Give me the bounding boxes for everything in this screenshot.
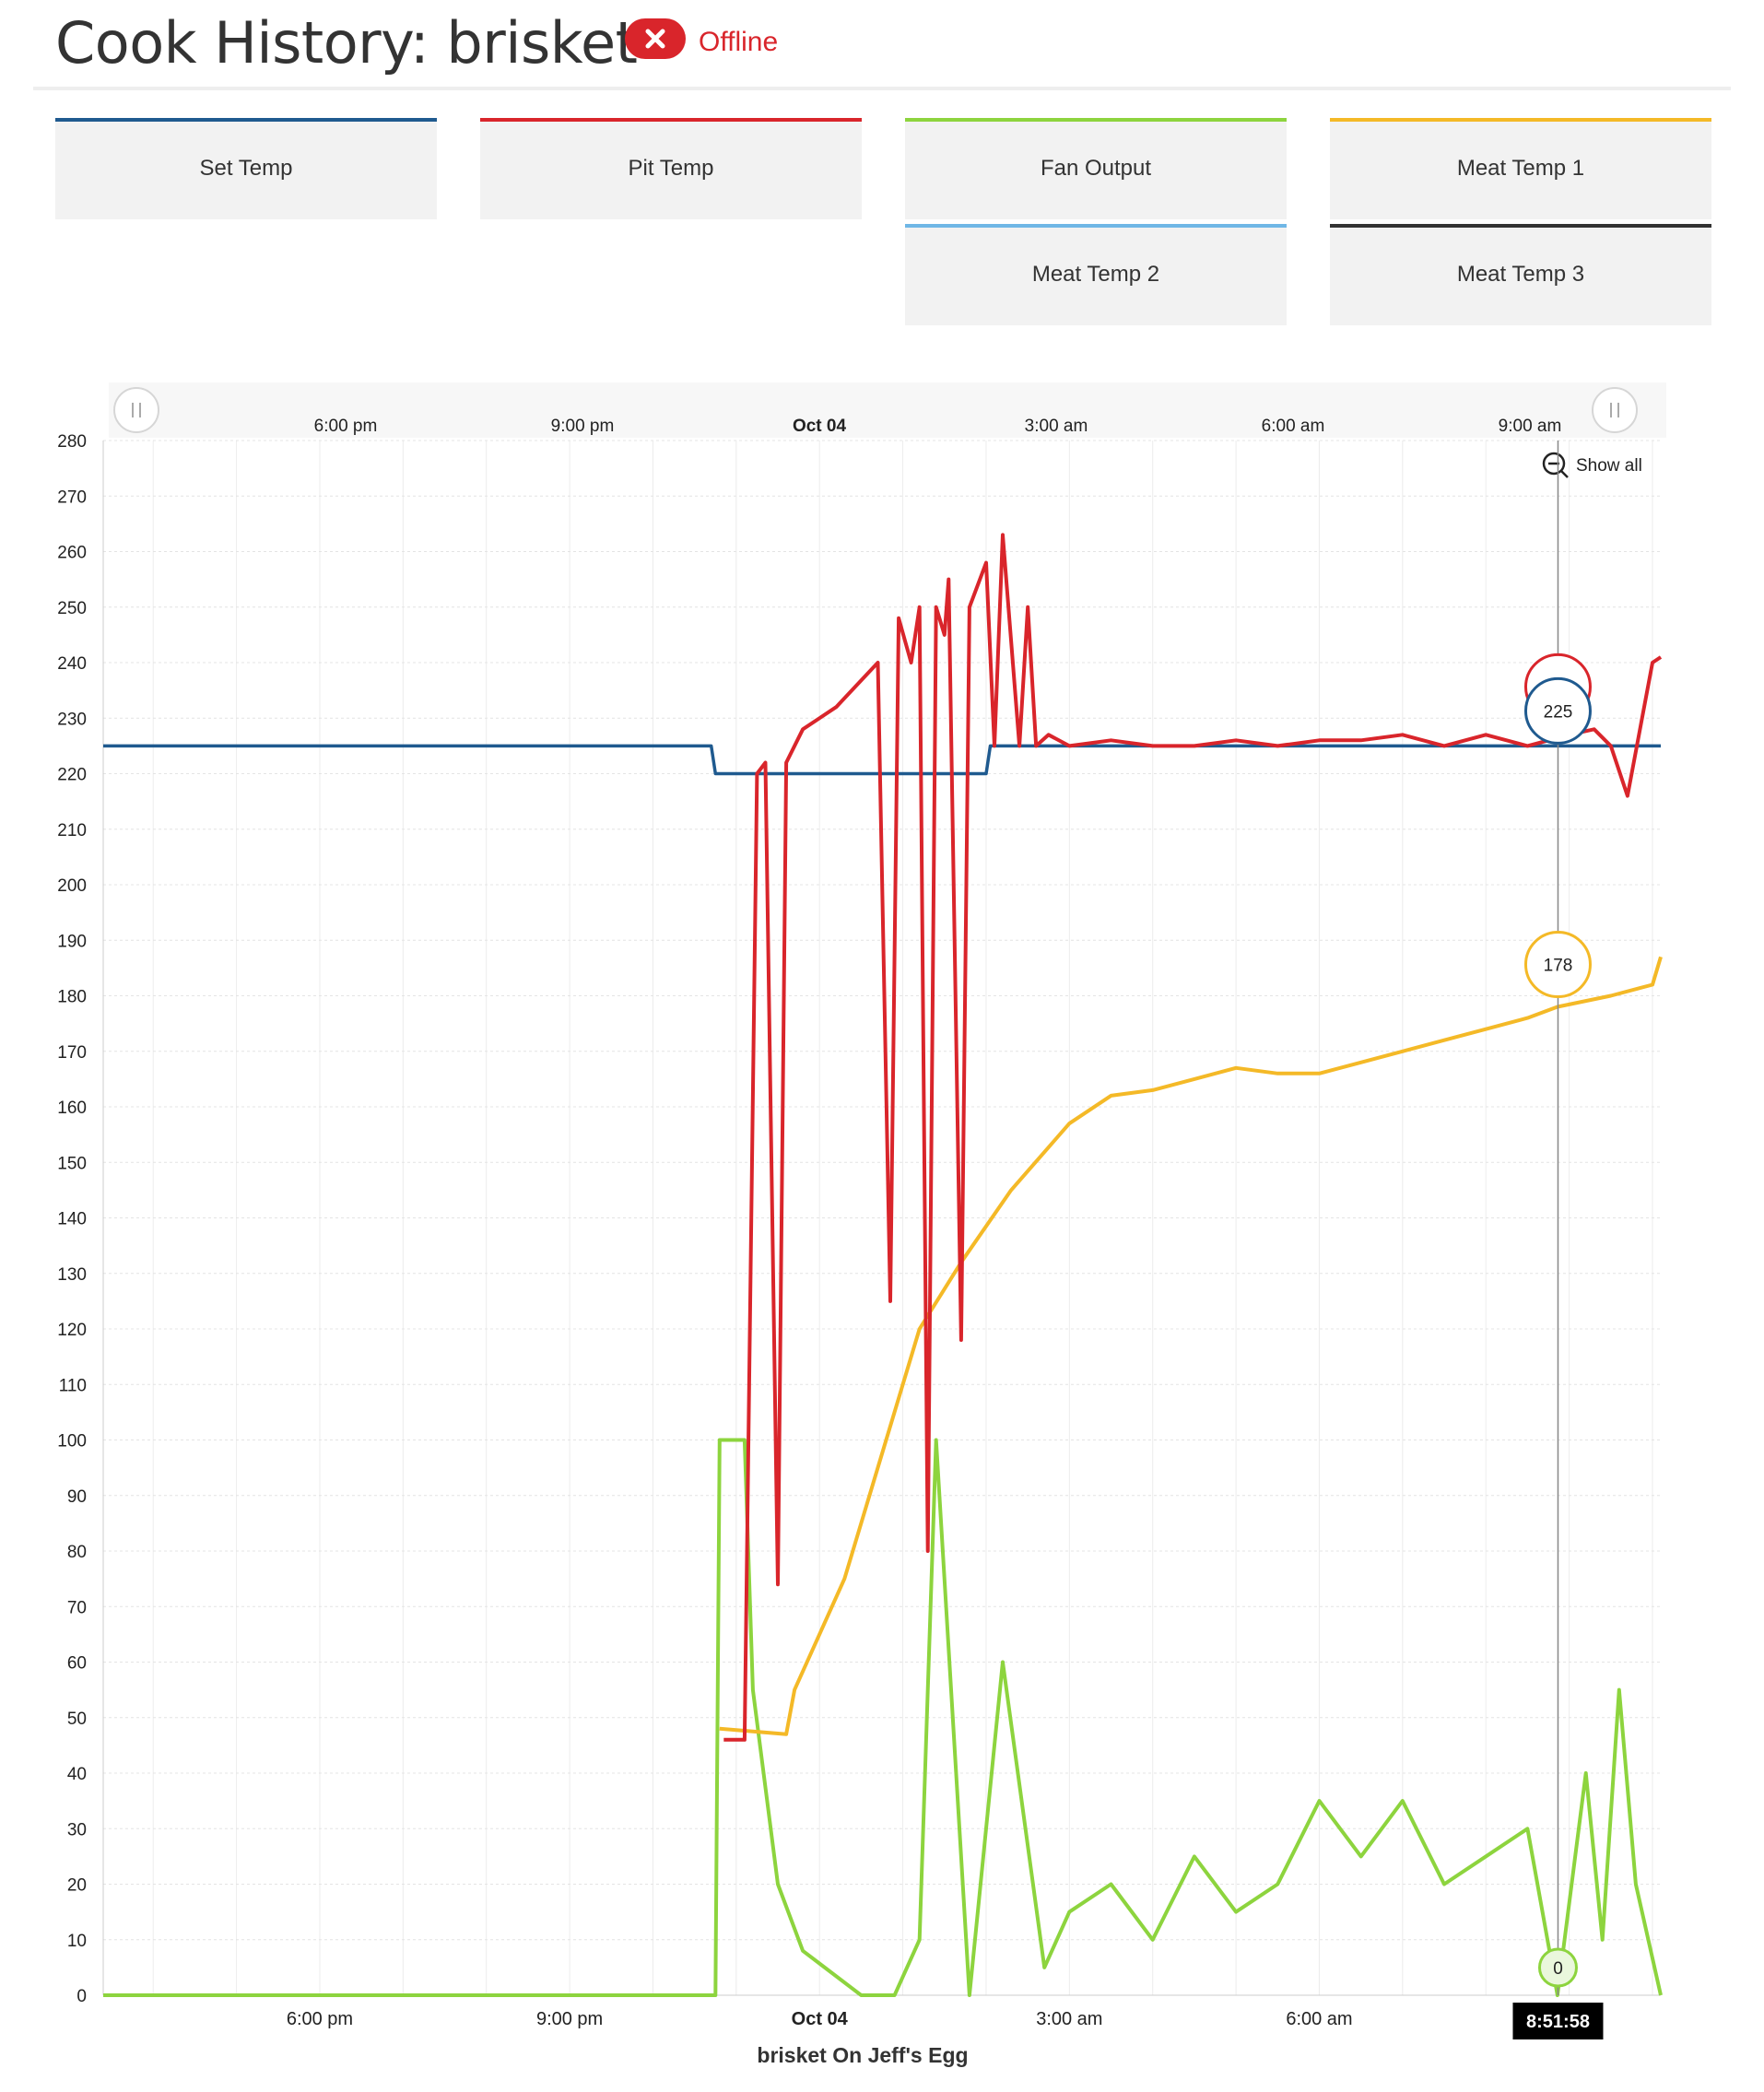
y-axis: 0 10 20 30 40 50 60 70 80 90 100 110 120 130 140 150 160…	[57, 432, 104, 2006]
show-all-label: Show all	[1576, 456, 1642, 476]
navigator-bar[interactable]	[109, 382, 1666, 438]
show-all-button[interactable]: Show all	[1542, 452, 1642, 478]
navigator-right-handle[interactable]	[1592, 387, 1638, 433]
chart-grid	[103, 440, 1661, 1996]
series-toggle-fan-output[interactable]: Fan Output	[905, 118, 1287, 219]
zoom-out-icon	[1542, 452, 1566, 476]
y-tick-label: 80	[67, 1543, 87, 1562]
y-tick-label: 170	[57, 1043, 87, 1063]
cursor-time-label: 8:51:58	[1526, 2012, 1590, 2032]
series-color-bar	[905, 118, 1287, 122]
y-tick-label: 200	[57, 876, 87, 896]
series-toggle-meat-temp-2[interactable]: Meat Temp 2	[905, 224, 1287, 325]
chart-subtitle: brisket On Jeff's Egg	[757, 2043, 968, 2067]
series-toggle-label: Pit Temp	[628, 156, 714, 181]
x-tick-label: 9:00 pm	[536, 2009, 603, 2029]
series-toggle-label: Fan Output	[1040, 156, 1152, 181]
hover-cursor: 22722517808:51:58	[1512, 441, 1604, 2039]
x-tick-label: 6:00 pm	[287, 2009, 353, 2029]
cursor-time-box	[1512, 2003, 1604, 2039]
y-tick-label: 160	[57, 1099, 87, 1118]
series-toggle-meat-temp-1[interactable]: Meat Temp 1	[1330, 118, 1711, 219]
series-toggle-label: Meat Temp 2	[1031, 262, 1160, 287]
y-tick-label: 50	[67, 1710, 87, 1729]
series-color-bar	[55, 118, 437, 122]
y-tick-label: 180	[57, 988, 87, 1007]
y-tick-label: 30	[67, 1820, 87, 1839]
x-tick-label: 3:00 am	[1036, 2009, 1102, 2029]
x-tick-label: Oct 04	[792, 2009, 849, 2029]
set-temp-tooltip-bubble	[1523, 676, 1592, 745]
page-title: Cook History: brisket	[55, 9, 638, 76]
navigator-tick-label: 6:00 am	[1262, 417, 1325, 436]
meat-temp-1-tooltip-value: 178	[1544, 957, 1573, 976]
y-tick-label: 100	[57, 1432, 87, 1451]
series-color-bar	[905, 224, 1287, 228]
series-toggle-pit-temp[interactable]: Pit Temp	[480, 118, 862, 219]
y-tick-label: 20	[67, 1876, 87, 1896]
fan-output-tooltip-value: 0	[1553, 1959, 1563, 1979]
status-indicator: Offline	[625, 18, 778, 59]
x-tick-label: 6:00 am	[1286, 2009, 1352, 2029]
y-tick-label: 150	[57, 1154, 87, 1173]
y-tick-label: 0	[76, 1987, 87, 2006]
y-tick-label: 190	[57, 932, 87, 951]
y-tick-label: 270	[57, 488, 87, 507]
navigator-tick-label: Oct 04	[793, 417, 847, 436]
series-toggle-label: Meat Temp 3	[1456, 262, 1585, 287]
meat-temp-1-tooltip-bubble	[1523, 931, 1592, 999]
series-lines	[103, 533, 1663, 1997]
series-toggle-set-temp[interactable]: Set Temp	[55, 118, 437, 219]
pit-temp-line	[723, 533, 1663, 1742]
navigator-left-handle[interactable]	[113, 387, 159, 433]
page-header: Cook History: brisket Offline	[33, 0, 1731, 90]
y-tick-label: 220	[57, 766, 87, 785]
series-toggle-label: Set Temp	[199, 156, 293, 181]
close-icon	[645, 29, 665, 49]
y-tick-label: 60	[67, 1654, 87, 1674]
navigator-ticks: 6:00 pm 9:00 pm Oct 04 3:00 am 6:00 am 9:00 a…	[314, 417, 1562, 436]
y-tick-label: 260	[57, 544, 87, 563]
y-tick-label: 110	[59, 1376, 87, 1395]
y-tick-label: 250	[57, 599, 87, 618]
y-tick-label: 230	[57, 710, 87, 729]
series-color-bar	[480, 118, 862, 122]
set-temp-line	[103, 744, 1661, 776]
y-tick-label: 140	[57, 1210, 87, 1229]
series-toggle-meat-temp-3[interactable]: Meat Temp 3	[1330, 224, 1711, 325]
y-tick-label: 280	[57, 432, 87, 452]
status-label: Offline	[699, 27, 779, 57]
y-tick-label: 90	[67, 1487, 87, 1507]
y-tick-label: 130	[57, 1265, 87, 1285]
series-color-bar	[1330, 224, 1711, 228]
navigator-tick-label: 3:00 am	[1025, 417, 1088, 436]
fan-output-tooltip-bubble	[1537, 1947, 1578, 1988]
y-tick-label: 120	[57, 1321, 87, 1340]
series-color-bar	[1330, 118, 1711, 122]
navigator-tick-label: 6:00 pm	[314, 417, 378, 436]
y-tick-label: 40	[67, 1765, 87, 1784]
status-badge	[625, 18, 686, 59]
series-toggle-label: Meat Temp 1	[1456, 156, 1585, 181]
y-tick-label: 10	[67, 1932, 87, 1951]
navigator-tick-label: 9:00 pm	[551, 417, 615, 436]
navigator-tick-label: 9:00 am	[1499, 417, 1562, 436]
y-tick-label: 210	[57, 821, 87, 840]
meat-temp-1-line	[719, 956, 1663, 1736]
y-tick-label: 70	[67, 1598, 87, 1617]
set-temp-tooltip-value: 225	[1544, 702, 1573, 722]
y-tick-label: 240	[57, 654, 87, 674]
